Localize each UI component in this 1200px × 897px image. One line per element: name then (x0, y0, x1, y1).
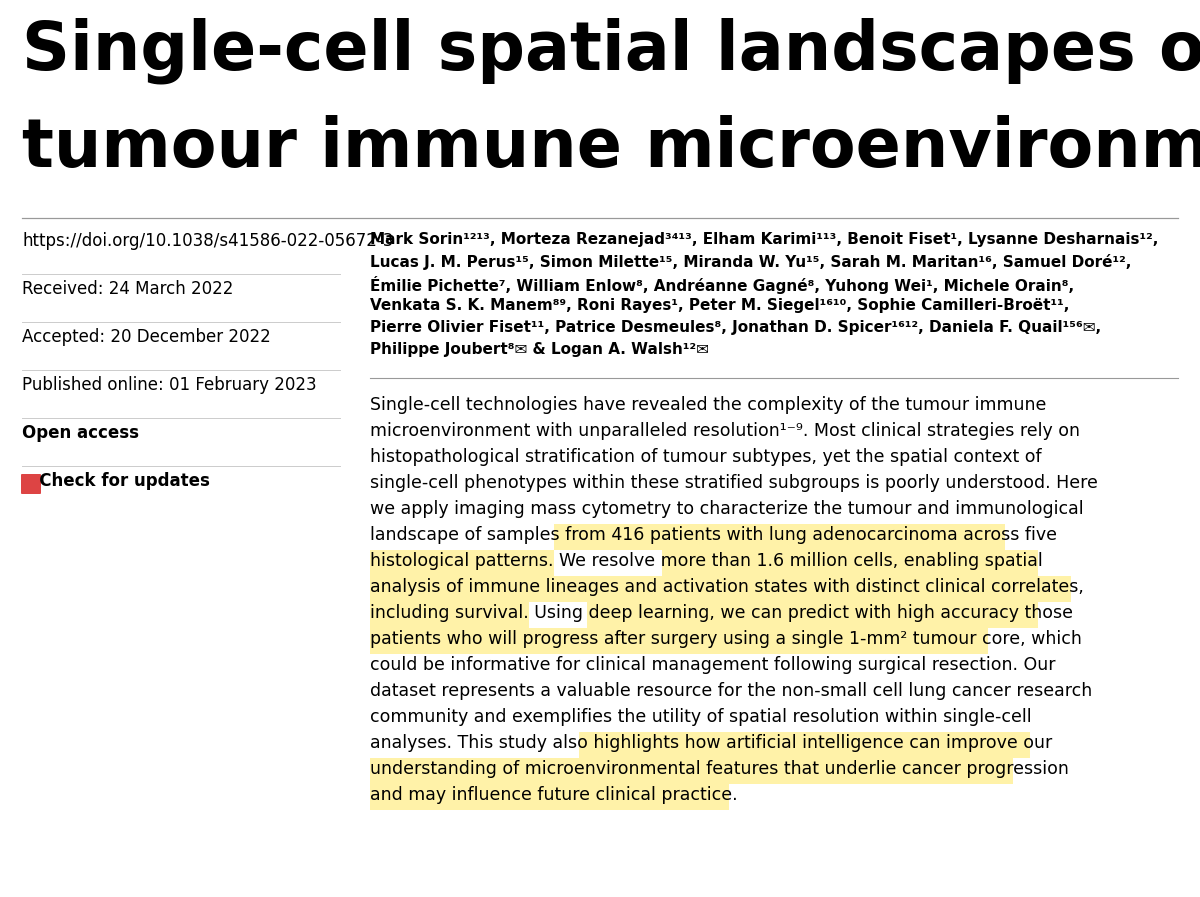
Bar (587, 602, 1038, 628)
Bar (553, 524, 1004, 550)
FancyBboxPatch shape (22, 474, 41, 494)
Text: Philippe Joubert⁸✉ & Logan A. Walsh¹²✉: Philippe Joubert⁸✉ & Logan A. Walsh¹²✉ (370, 342, 709, 357)
Text: single-cell phenotypes within these stratified subgroups is poorly understood. H: single-cell phenotypes within these stra… (370, 474, 1098, 492)
Text: histopathological stratification of tumour subtypes, yet the spatial context of: histopathological stratification of tumo… (370, 448, 1042, 466)
Text: could be informative for clinical management following surgical resection. Our: could be informative for clinical manage… (370, 656, 1056, 674)
Text: including survival. Using deep learning, we can predict with high accuracy those: including survival. Using deep learning,… (370, 604, 1073, 622)
Text: Pierre Olivier Fiset¹¹, Patrice Desmeules⁸, Jonathan D. Spicer¹⁶¹², Daniela F. Q: Pierre Olivier Fiset¹¹, Patrice Desmeule… (370, 320, 1102, 335)
Text: Mark Sorin¹²¹³, Morteza Rezanejad³⁴¹³, Elham Karimi¹¹³, Benoit Fiset¹, Lysanne D: Mark Sorin¹²¹³, Morteza Rezanejad³⁴¹³, E… (370, 232, 1158, 247)
Text: understanding of microenvironmental features that underlie cancer progression: understanding of microenvironmental feat… (370, 760, 1069, 778)
Bar (662, 550, 1038, 576)
Text: analysis of immune lineages and activation states with distinct clinical correla: analysis of immune lineages and activati… (370, 578, 1084, 596)
Text: Lucas J. M. Perus¹⁵, Simon Milette¹⁵, Miranda W. Yu¹⁵, Sarah M. Maritan¹⁶, Samue: Lucas J. M. Perus¹⁵, Simon Milette¹⁵, Mi… (370, 254, 1132, 270)
Bar (370, 576, 1072, 602)
Text: Accepted: 20 December 2022: Accepted: 20 December 2022 (22, 328, 271, 346)
Text: Single-cell spatial landscapes of the lung: Single-cell spatial landscapes of the lu… (22, 18, 1200, 84)
Text: Single-cell technologies have revealed the complexity of the tumour immune: Single-cell technologies have revealed t… (370, 396, 1046, 414)
Text: we apply imaging mass cytometry to characterize the tumour and immunological: we apply imaging mass cytometry to chara… (370, 500, 1084, 518)
Text: analyses. This study also highlights how artificial intelligence can improve our: analyses. This study also highlights how… (370, 734, 1052, 752)
Bar (370, 784, 730, 810)
Bar (578, 732, 1030, 758)
Text: Émilie Pichette⁷, William Enlow⁸, Andréanne Gagné⁸, Yuhong Wei¹, Michele Orain⁸,: Émilie Pichette⁷, William Enlow⁸, Andréa… (370, 276, 1074, 294)
Text: Check for updates: Check for updates (22, 472, 210, 490)
Bar (370, 602, 529, 628)
Text: Open access: Open access (22, 424, 139, 442)
Text: microenvironment with unparalleled resolution¹⁻⁹. Most clinical strategies rely : microenvironment with unparalleled resol… (370, 422, 1080, 440)
Text: patients who will progress after surgery using a single 1-mm² tumour core, which: patients who will progress after surgery… (370, 630, 1082, 648)
Bar (370, 550, 553, 576)
Text: landscape of samples from 416 patients with lung adenocarcinoma across five: landscape of samples from 416 patients w… (370, 526, 1057, 544)
Text: Received: 24 March 2022: Received: 24 March 2022 (22, 280, 233, 298)
Text: dataset represents a valuable resource for the non-small cell lung cancer resear: dataset represents a valuable resource f… (370, 682, 1092, 700)
Text: Venkata S. K. Manem⁸⁹, Roni Rayes¹, Peter M. Siegel¹⁶¹⁰, Sophie Camilleri-Broët¹: Venkata S. K. Manem⁸⁹, Roni Rayes¹, Pete… (370, 298, 1069, 313)
Text: and may influence future clinical practice.: and may influence future clinical practi… (370, 786, 738, 804)
Text: community and exemplifies the utility of spatial resolution within single-cell: community and exemplifies the utility of… (370, 708, 1032, 726)
Text: tumour immune microenvironment: tumour immune microenvironment (22, 115, 1200, 181)
Text: https://doi.org/10.1038/s41586-022-05672-3: https://doi.org/10.1038/s41586-022-05672… (22, 232, 394, 250)
Text: Published online: 01 February 2023: Published online: 01 February 2023 (22, 376, 317, 394)
Bar (370, 628, 988, 654)
Text: histological patterns. We resolve more than 1.6 million cells, enabling spatial: histological patterns. We resolve more t… (370, 552, 1043, 570)
Bar (370, 758, 1013, 784)
